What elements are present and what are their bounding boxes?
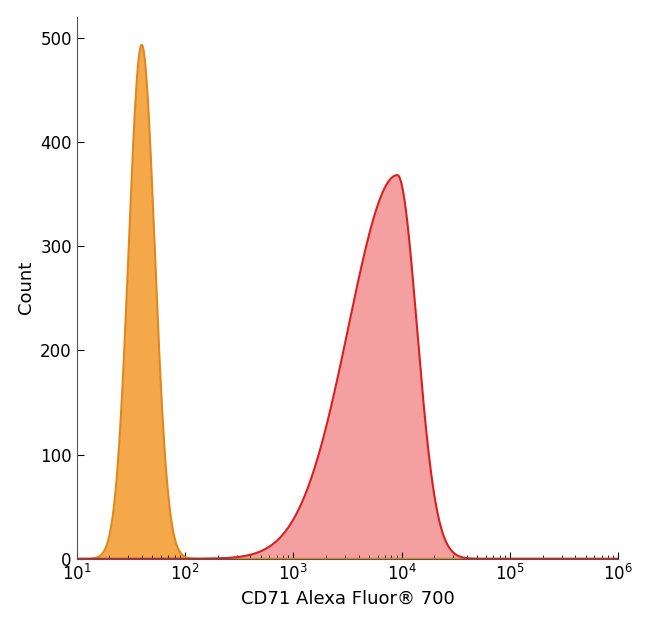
X-axis label: CD71 Alexa Fluor® 700: CD71 Alexa Fluor® 700: [240, 589, 454, 607]
Y-axis label: Count: Count: [17, 261, 34, 314]
